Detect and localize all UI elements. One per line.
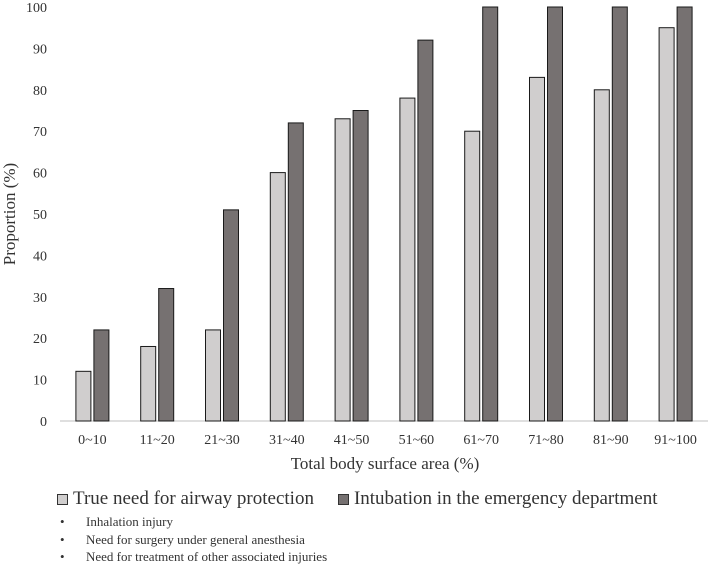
footnote-text: Inhalation injury bbox=[86, 514, 174, 529]
bar-intubation bbox=[223, 209, 239, 422]
footnote-list: • Inhalation injury • Need for surgery u… bbox=[60, 513, 327, 566]
x-tick-label: 51~60 bbox=[399, 433, 435, 448]
bar-intubation bbox=[158, 288, 175, 422]
y-tick-label: 70 bbox=[33, 125, 47, 140]
footnote-item: • Need for treatment of other associated… bbox=[60, 548, 327, 566]
footnote-text: Need for surgery under general anesthesi… bbox=[86, 531, 305, 547]
bar-intubation bbox=[287, 122, 304, 422]
x-tick-label: 81~90 bbox=[593, 433, 629, 448]
y-tick-label: 60 bbox=[33, 167, 47, 182]
footnote-item: • Inhalation injury bbox=[60, 513, 327, 531]
x-tick-label: 21~30 bbox=[204, 433, 240, 448]
bullet-icon: • bbox=[60, 531, 65, 547]
y-tick-label: 20 bbox=[33, 332, 47, 347]
bar-true-need bbox=[140, 345, 157, 422]
bar-chart: 0 10 20 30 40 50 60 70 80 90 100 0~10 11~20 21~30 31~… bbox=[0, 1, 708, 473]
y-tick-label: 90 bbox=[33, 42, 47, 57]
x-tick-label: 41~50 bbox=[334, 433, 370, 448]
y-tick-label: 80 bbox=[33, 84, 47, 99]
x-tick-label: 11~20 bbox=[140, 433, 175, 448]
bar-intubation bbox=[93, 329, 110, 422]
bar-true-need bbox=[658, 27, 675, 422]
bar-true-need bbox=[464, 130, 481, 422]
legend-item-intubation: Intubation in the emergency department bbox=[337, 488, 658, 510]
legend-swatch-dark bbox=[337, 493, 349, 505]
bar-intubation bbox=[547, 6, 563, 422]
bar-true-need bbox=[269, 172, 286, 422]
y-tick-label: 100 bbox=[26, 1, 47, 16]
bar-true-need bbox=[334, 118, 351, 422]
x-axis-label: Total body surface area (%) bbox=[291, 454, 480, 473]
y-tick-label: 0 bbox=[40, 415, 47, 430]
bar-true-need bbox=[593, 89, 610, 422]
bar-true-need bbox=[75, 370, 92, 422]
bars bbox=[75, 6, 693, 422]
x-tick-label: 31~40 bbox=[269, 433, 305, 448]
legend-swatch-light bbox=[57, 493, 68, 505]
y-axis-label: Proportion (%) bbox=[0, 163, 19, 265]
bullet-icon: • bbox=[60, 514, 65, 529]
x-tick-label: 91~100 bbox=[654, 433, 697, 448]
x-axis-ticks: 0~10 11~20 21~30 31~40 41~50 51~60 61~70 71~80 8… bbox=[78, 433, 697, 448]
footnote-item: • Need for surgery under general anesthe… bbox=[60, 531, 327, 549]
y-axis-ticks: 0 10 20 30 40 50 60 70 80 90 100 bbox=[26, 1, 47, 430]
y-tick-label: 40 bbox=[33, 249, 47, 264]
bar-intubation bbox=[611, 6, 628, 422]
bar-intubation bbox=[417, 39, 434, 422]
x-tick-label: 61~70 bbox=[463, 433, 499, 448]
legend-item-true-need: True need for airway protection bbox=[57, 488, 314, 510]
bar-true-need bbox=[399, 97, 416, 422]
bar-true-need bbox=[205, 329, 221, 422]
x-tick-label: 0~10 bbox=[78, 433, 107, 448]
bar-true-need bbox=[529, 76, 545, 422]
legend-label-intubation: Intubation in the emergency department bbox=[353, 488, 658, 509]
bullet-icon: • bbox=[60, 549, 65, 564]
bar-intubation bbox=[482, 6, 499, 422]
legend-label-true-need: True need for airway protection bbox=[73, 488, 314, 509]
legend: True need for airway protection Intubati… bbox=[57, 488, 682, 510]
bar-intubation bbox=[676, 6, 693, 422]
footnote-text: Need for treatment of other associated i… bbox=[86, 549, 328, 564]
y-tick-label: 30 bbox=[33, 291, 47, 306]
y-tick-label: 50 bbox=[33, 208, 47, 223]
x-tick-label: 71~80 bbox=[528, 433, 564, 448]
bar-intubation bbox=[352, 110, 369, 422]
y-tick-label: 10 bbox=[33, 374, 47, 389]
